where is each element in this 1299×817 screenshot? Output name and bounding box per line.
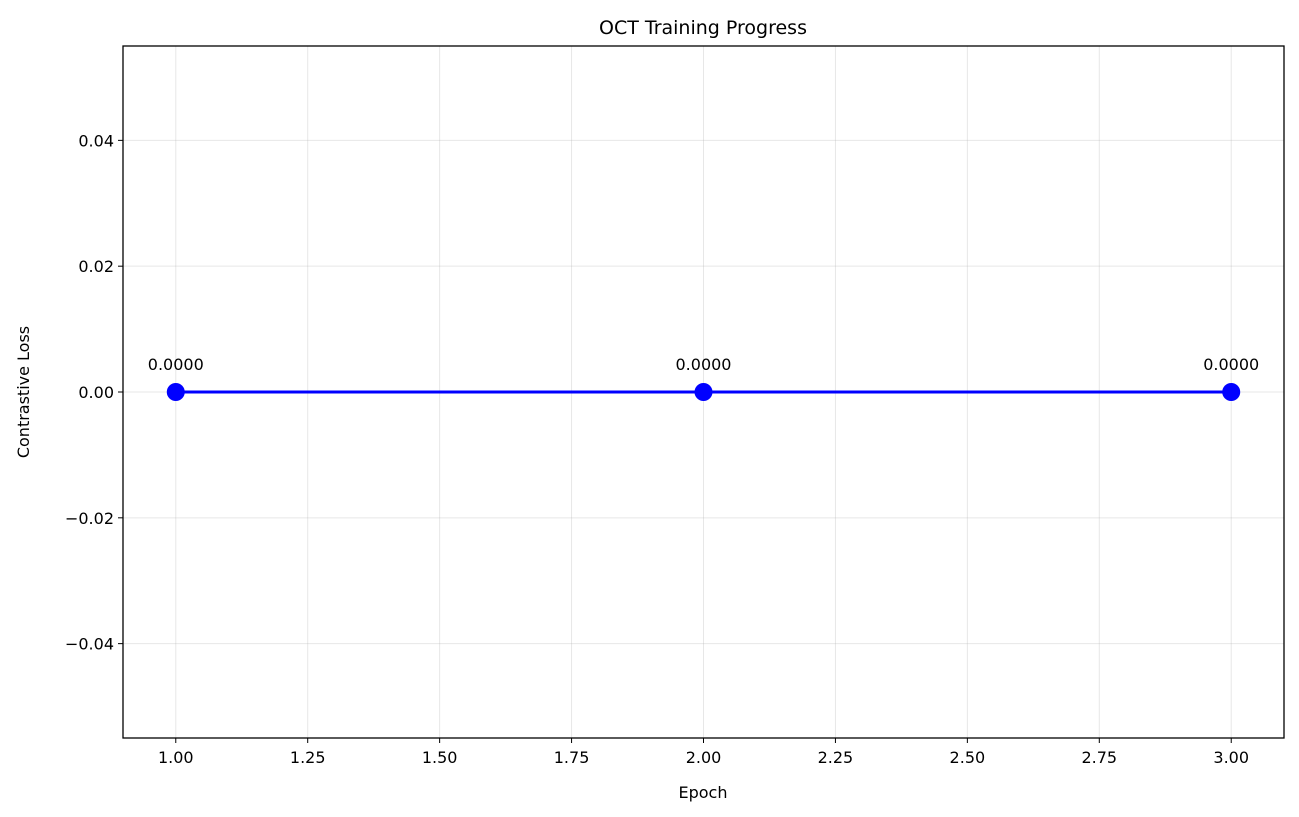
- y-tick-label: 0.00: [78, 383, 114, 402]
- data-point: [166, 383, 185, 401]
- axis-ticks: 1.00 1.25 1.50 1.75 2.00 2.25 2.50 2.75 3.00 −0.0…: [65, 131, 1249, 767]
- x-tick-label: 1.50: [422, 748, 458, 767]
- y-tick-label: −0.02: [65, 509, 114, 528]
- x-tick-label: 2.50: [950, 748, 986, 767]
- x-tick-label: 1.25: [290, 748, 326, 767]
- x-tick-label: 2.75: [1081, 748, 1117, 767]
- data-point: [1222, 383, 1241, 401]
- x-tick-label: 2.00: [686, 748, 722, 767]
- x-tick-label: 1.75: [554, 748, 590, 767]
- data-point: [694, 383, 713, 401]
- x-axis-label: Epoch: [679, 783, 728, 802]
- series-layer: 0.0000 0.0000 0.0000: [148, 355, 1259, 401]
- plot-frame: [122, 45, 1285, 739]
- x-tick-label: 3.00: [1213, 748, 1249, 767]
- y-tick-label: −0.04: [65, 635, 114, 654]
- y-tick-label: 0.02: [78, 257, 114, 276]
- data-label: 0.0000: [1203, 355, 1259, 374]
- chart-title: OCT Training Progress: [599, 17, 807, 39]
- data-label: 0.0000: [148, 355, 204, 374]
- x-tick-label: 2.25: [818, 748, 854, 767]
- y-tick-label: 0.04: [78, 131, 114, 150]
- y-axis-label: Contrastive Loss: [14, 326, 33, 458]
- x-tick-label: 1.00: [158, 748, 194, 767]
- data-label: 0.0000: [676, 355, 732, 374]
